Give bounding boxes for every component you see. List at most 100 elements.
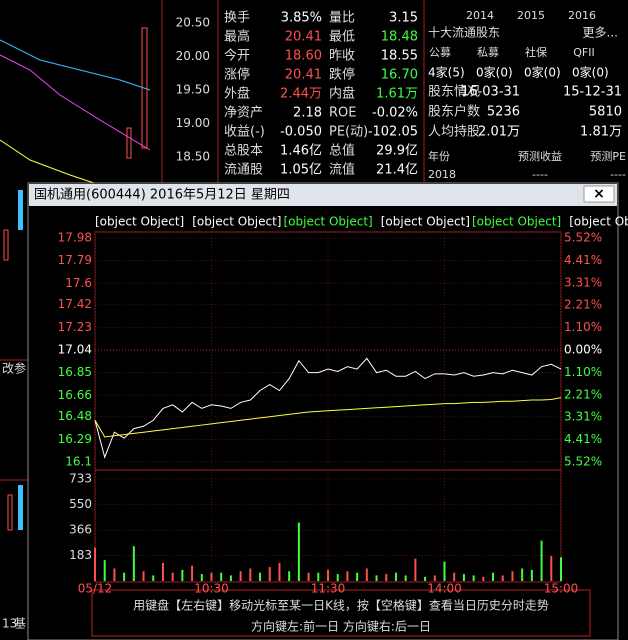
x-tick-label: 15:00 [544,582,579,596]
volume-bar [492,572,495,581]
info-item: [object Object] [472,215,561,229]
more-link[interactable]: 更多... [583,26,618,40]
forecast-header: 预测PE [590,150,626,163]
candle [18,190,23,230]
quote-label: 最高 [224,29,250,45]
quote-label: 最低 [329,30,355,45]
y2-tick-label: 5.52% [564,455,602,469]
forecast-header: 年份 [428,149,450,163]
candle [3,229,9,261]
volume-bar [365,568,368,581]
quote-value: 1.61万 [376,87,418,102]
ma-line [0,139,101,186]
quote-label: 昨收 [329,49,355,64]
info-item: [object Object] [284,215,373,229]
y-tick-label: 16.85 [58,365,92,379]
volume-bar [142,571,145,581]
y2-tick-label: 1.10% [564,320,602,334]
y2-tick-label: 3.31% [564,275,602,289]
forecast-cell: 2018 [428,168,456,181]
quote-label: 流值 [329,162,355,178]
ma-line [0,54,151,151]
y-tick-label: 17.42 [58,297,92,311]
hint: 用键盘【左右键】移动光标至某一日K线，按【空格键】查看当日历史分时走势 [133,598,549,613]
volume-bar [210,572,213,581]
price-label: 19.00 [176,116,210,130]
quote-label: 净资产 [224,106,263,121]
volume-bar [161,562,164,581]
fund-type: 私募 [477,46,499,59]
candle [141,27,148,149]
volume-bar [336,574,339,581]
volume-bar [249,568,252,581]
quote-label: 今开 [224,48,250,64]
quote-label: PE(动) [329,125,368,140]
y2-tick-label: 0.00% [564,343,602,357]
quote-label: 流通股 [224,163,263,178]
volume-bar [288,571,291,581]
year: 2014 [466,9,494,22]
y-tick-label: 16.66 [58,388,92,402]
forecast-header: 预测收益 [518,149,562,163]
fund-type: 社保 [525,45,547,59]
close-button[interactable] [583,185,615,203]
y2-tick-label: 4.41% [564,253,602,267]
holder-cell: 5810 [589,105,622,120]
x-tick-label: 05/12 [78,582,113,596]
chart-panel [35,210,612,638]
holder-cell: 5236 [487,105,520,120]
quote-value: 2.44万 [280,87,322,102]
quote-value: 20.41 [285,30,322,45]
price-label: 19.50 [176,83,210,97]
volume-tick-label: 733 [69,472,92,486]
y-tick-label: 17.98 [58,231,92,245]
forecast-cell: ---- [610,168,626,181]
hint: 方向键左:前一日 方向键右:后一日 [251,619,431,634]
holder-cell: 16-03-31 [461,85,520,100]
volume-bar [530,569,533,581]
volume-bar [375,575,378,581]
holder-cell: 1.81万 [580,125,622,140]
quote-value: 18.55 [381,49,418,64]
holder-cell: 2.01万 [478,125,520,140]
fund-count: 0家(0) [572,65,609,80]
fund-type: QFII [573,46,594,59]
ma-line [0,39,151,91]
popup-titlebar [29,184,617,206]
section-title: 十大流通股东 [428,26,500,40]
quote-value: 20.41 [285,68,322,83]
quote-value: 18.48 [381,30,418,45]
quote-label: 跌停 [329,67,355,83]
year: 2016 [568,9,596,22]
info-item: [object Object] [569,215,628,229]
quote-value: 3.85% [281,11,322,26]
volume-bar [94,547,96,581]
quote-value: 29.9亿 [376,144,418,159]
holder-cell: 人均持股 [428,125,480,140]
volume-bar [414,558,417,581]
volume-bar [132,546,135,581]
y-tick-label: 16.1 [65,455,92,469]
volume-bar [297,522,300,581]
quote-label: 收益(-) [224,125,265,140]
volume-bar [472,575,475,581]
price-label: 20.50 [176,16,210,30]
corner-label: 13 [2,617,17,631]
quote-value: 2.18 [293,106,322,121]
volume-bar [560,557,562,581]
y-tick-label: 17.79 [58,253,92,267]
y2-tick-label: 2.21% [564,298,602,312]
info-item: [object Object] [95,215,184,229]
volume-tick-label: 550 [69,497,92,511]
info-item: [object Object] [381,215,470,229]
close-button-label[interactable]: × [593,186,605,202]
quote-label: 换手 [224,11,250,26]
quote-value: 1.05亿 [280,163,322,178]
quote-value: -102.05 [368,125,418,140]
x-tick-label: 14:00 [427,582,462,596]
quote-value: 16.70 [381,68,418,83]
volume-bar [327,569,329,581]
y2-tick-label: 2.21% [564,387,602,401]
quote-label: 内盘 [329,86,355,102]
